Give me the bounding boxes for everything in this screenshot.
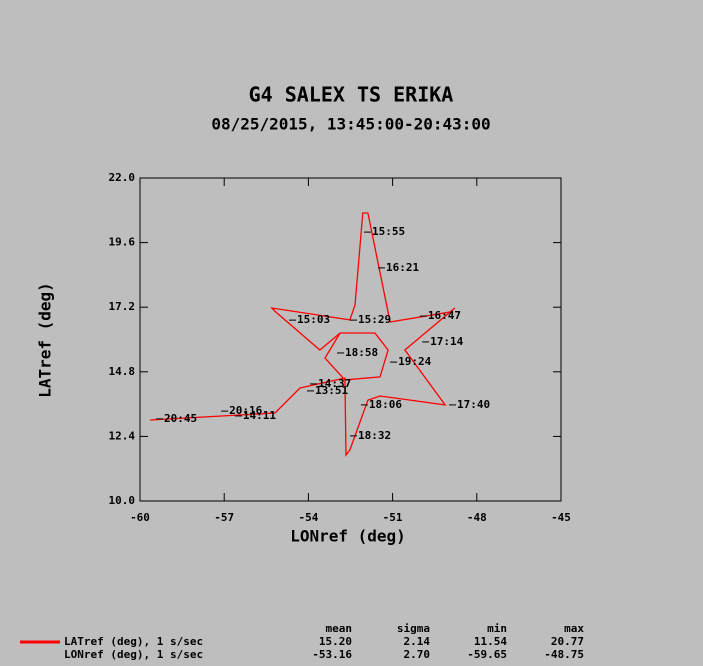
time-label: 15:03 [297,313,330,326]
time-label: 19:24 [398,355,431,368]
stats-value: 2.14 [404,635,431,648]
stats-header: mean [326,622,353,635]
x-tick-label: -48 [467,511,487,524]
chart-subtitle: 08/25/2015, 13:45:00-20:43:00 [211,115,490,134]
y-tick-label: 12.4 [109,429,136,442]
time-label: 14:11 [243,409,276,422]
y-axis-label: LATref (deg) [36,282,55,398]
time-label: 15:55 [372,225,405,238]
y-tick-label: 17.2 [109,300,136,313]
x-tick-label: -54 [298,511,318,524]
y-tick-label: 14.8 [109,365,136,378]
stats-value: 20.77 [551,635,584,648]
x-tick-label: -45 [551,511,571,524]
time-label: 18:32 [358,429,391,442]
legend-label: LATref (deg), 1 s/sec [64,635,203,648]
y-tick-label: 10.0 [109,494,136,507]
legend-label: LONref (deg), 1 s/sec [64,648,203,661]
stats-value: 2.70 [404,648,431,661]
x-tick-label: -51 [383,511,403,524]
time-label: 20:16 [229,404,262,417]
stats-header: min [487,622,507,635]
stats-value: -53.16 [312,648,352,661]
time-label: 15:29 [358,313,391,326]
time-label: 16:21 [386,261,419,274]
x-axis-label: LONref (deg) [290,527,406,546]
time-label: 16:47 [428,309,461,322]
time-label: 17:40 [457,398,490,411]
time-label: 18:06 [369,398,402,411]
chart-title: G4 SALEX TS ERIKA [249,83,454,107]
y-tick-label: 22.0 [109,171,136,184]
time-label: 14:37 [318,377,351,390]
x-tick-label: -57 [214,511,234,524]
stats-value: 15.20 [319,635,352,648]
stats-value: 11.54 [474,635,507,648]
x-tick-label: -60 [130,511,150,524]
stats-value: -59.65 [467,648,507,661]
time-label: 17:14 [430,335,463,348]
plot-frame [139,177,562,502]
stats-value: -48.75 [544,648,584,661]
stats-header: max [564,622,584,635]
time-label: 20:45 [164,412,197,425]
y-tick-label: 19.6 [109,236,136,249]
time-label: 13:51 [315,384,348,397]
time-label: 18:58 [345,346,378,359]
stats-header: sigma [397,622,430,635]
